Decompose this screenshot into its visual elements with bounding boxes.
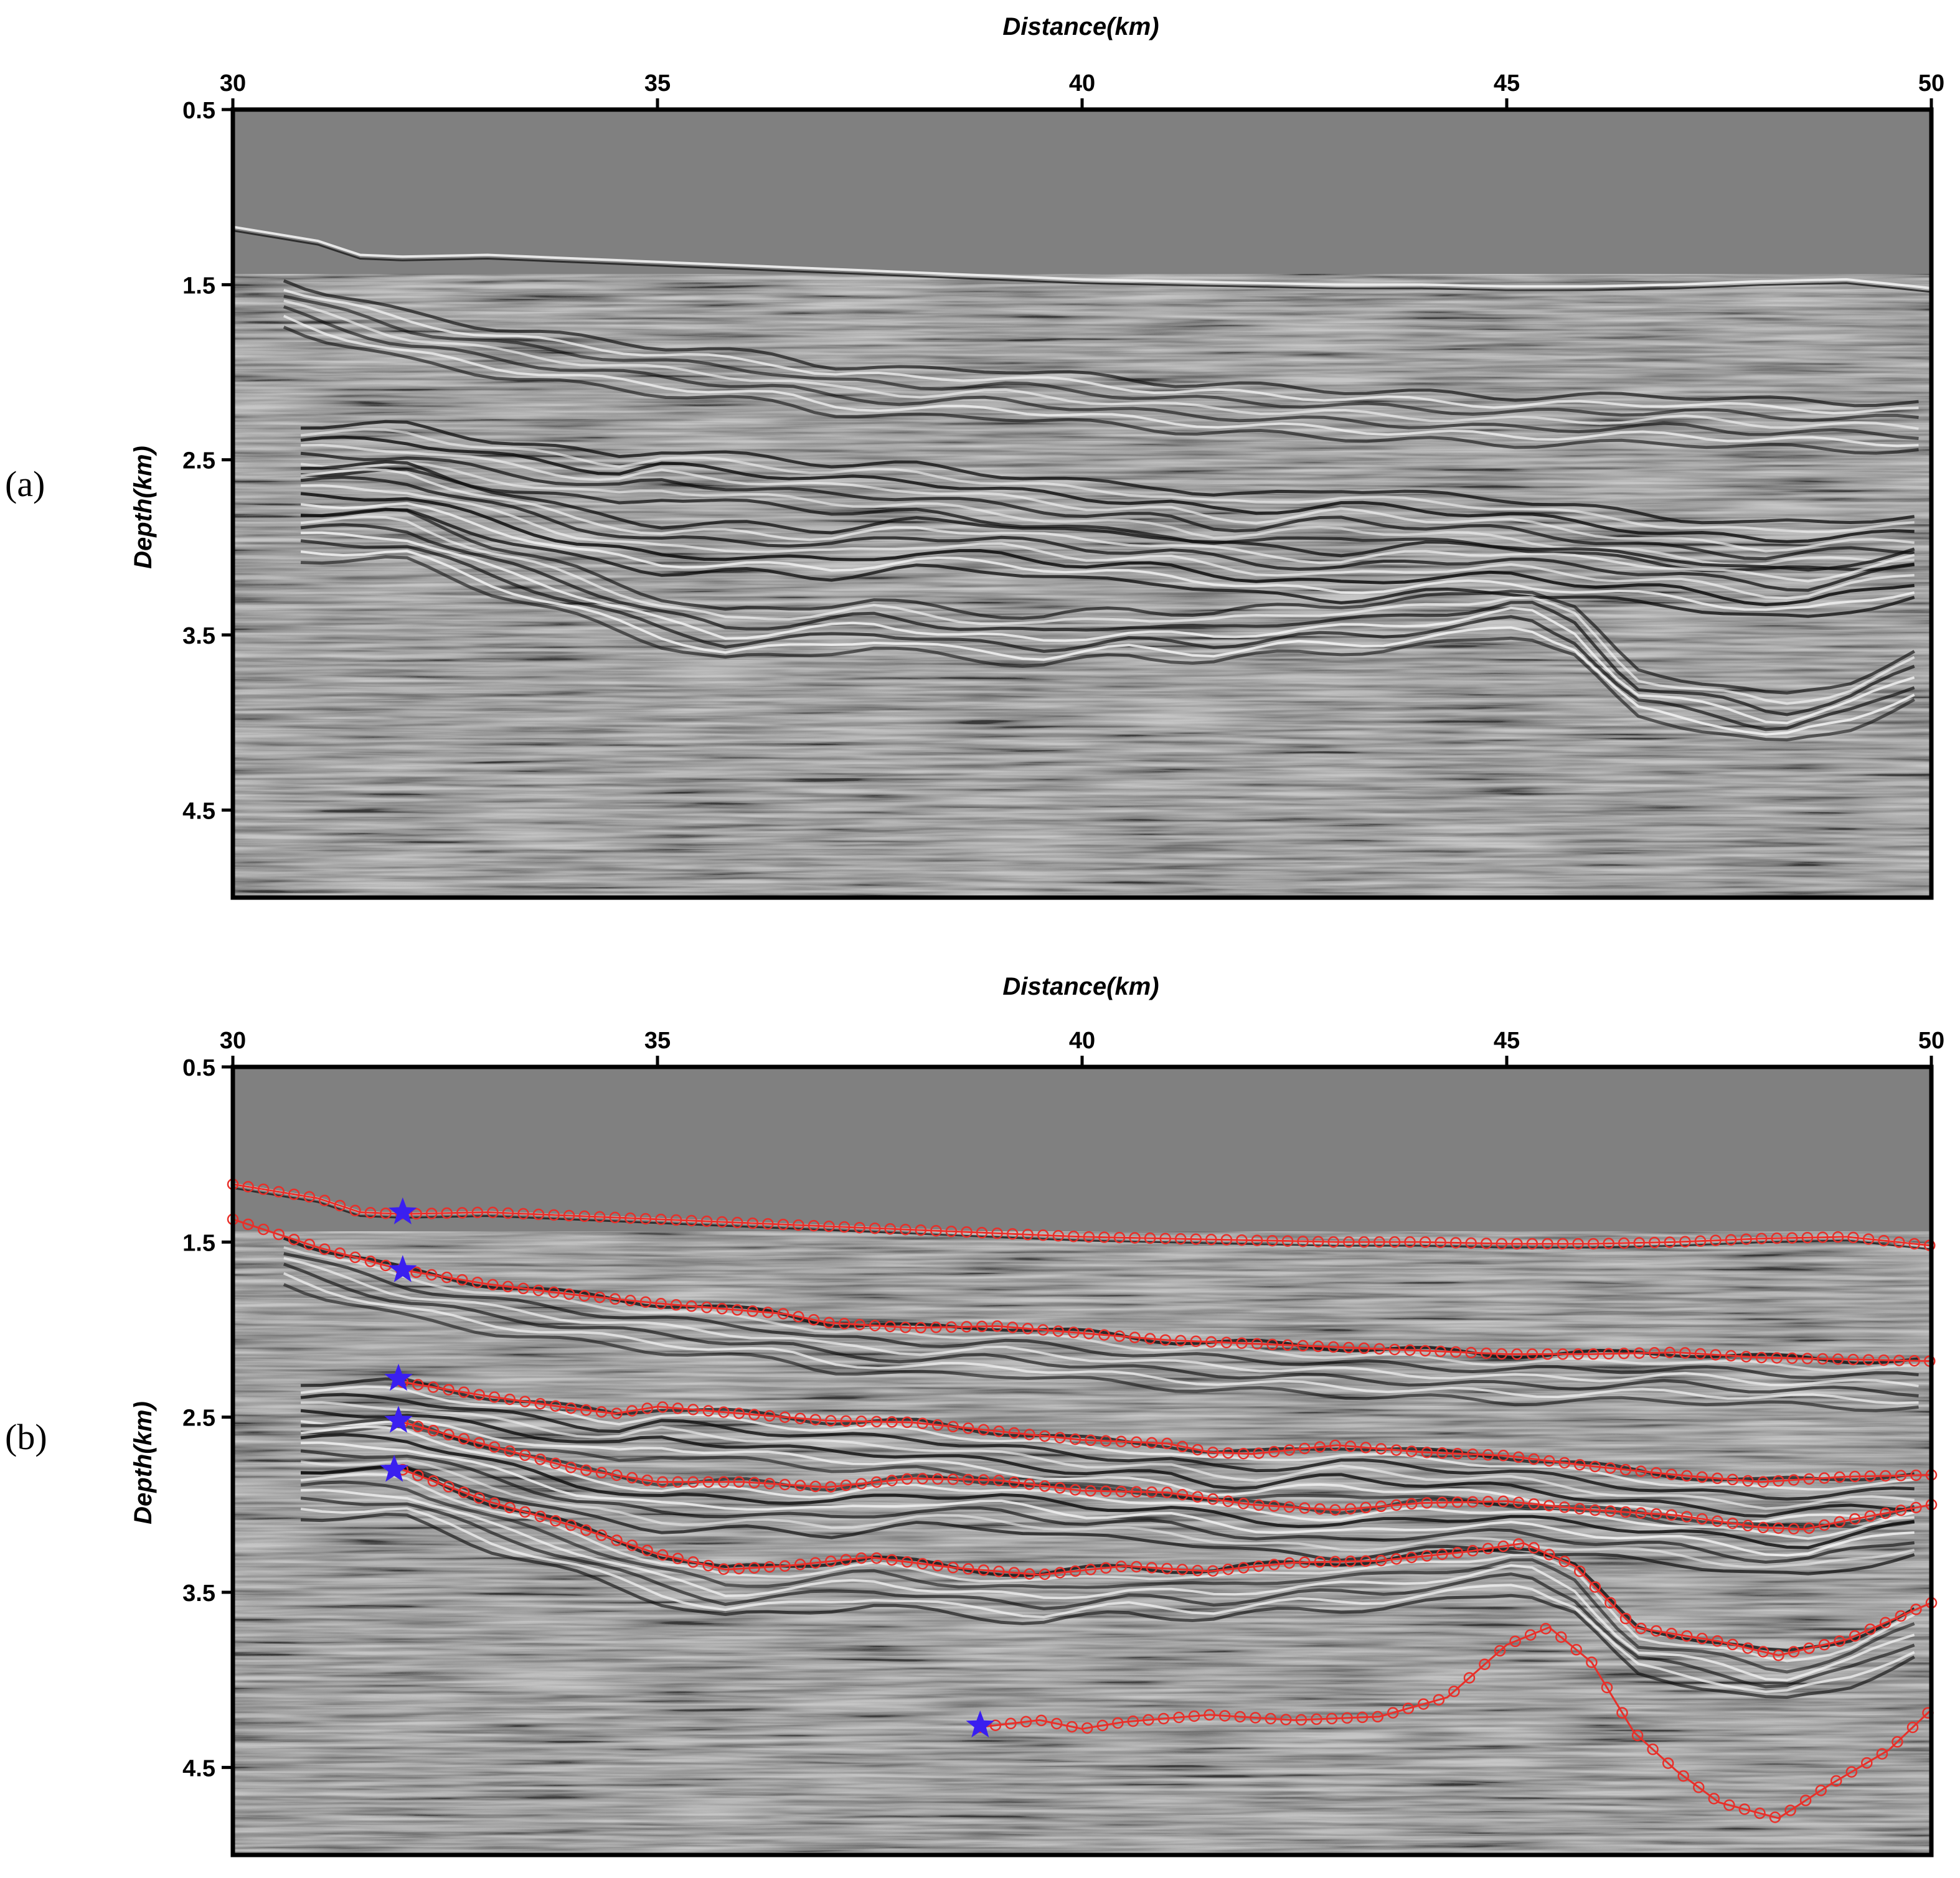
panel-b-y-axis-title: Depth(km) bbox=[130, 1401, 157, 1524]
x-tick-label: 30 bbox=[220, 1028, 246, 1054]
panel-b-y-ticks: 0.5 1.5 2.5 3.5 4.5 bbox=[182, 1055, 233, 1782]
y-tick-label: 1.5 bbox=[182, 1230, 215, 1256]
panel-a-y-ticks: 0.5 1.5 2.5 3.5 4.5 bbox=[182, 98, 233, 824]
x-tick-label: 40 bbox=[1069, 70, 1095, 96]
x-tick-label: 45 bbox=[1494, 70, 1520, 96]
y-tick-label: 4.5 bbox=[182, 798, 215, 824]
x-tick-label: 50 bbox=[1918, 70, 1944, 96]
y-tick-label: 2.5 bbox=[182, 448, 215, 474]
x-tick-label: 30 bbox=[220, 70, 246, 96]
panel-a-seismic-image bbox=[233, 110, 1931, 898]
panel-a-y-axis-title: Depth(km) bbox=[130, 446, 157, 569]
x-tick-label: 45 bbox=[1494, 1028, 1520, 1054]
y-tick-label: 3.5 bbox=[182, 623, 215, 649]
panel-b-label: (b) bbox=[5, 1417, 47, 1457]
panel-b-x-ticks: 30 35 40 45 50 bbox=[220, 1028, 1944, 1067]
panel-b: (b) Distance(km) Depth(km) 30 35 40 45 50 0.… bbox=[5, 973, 1944, 1855]
y-tick-label: 3.5 bbox=[182, 1580, 215, 1607]
panel-a-x-ticks: 30 35 40 45 50 bbox=[220, 70, 1944, 110]
panel-a-label: (a) bbox=[5, 464, 45, 504]
x-tick-label: 50 bbox=[1918, 1028, 1944, 1054]
y-tick-label: 1.5 bbox=[182, 273, 215, 299]
x-tick-label: 35 bbox=[644, 70, 671, 96]
y-tick-label: 2.5 bbox=[182, 1406, 215, 1432]
x-tick-label: 40 bbox=[1069, 1028, 1095, 1054]
panel-a: (a) Distance(km) Depth(km) 30 35 40 45 50 0.… bbox=[5, 13, 1944, 898]
panel-b-x-axis-title: Distance(km) bbox=[1002, 973, 1159, 1000]
x-tick-label: 35 bbox=[644, 1028, 671, 1054]
y-tick-label: 0.5 bbox=[182, 1055, 215, 1081]
y-tick-label: 4.5 bbox=[182, 1755, 215, 1782]
panel-a-x-axis-title: Distance(km) bbox=[1002, 13, 1159, 40]
panel-b-seismic-image bbox=[233, 1067, 1931, 1855]
y-tick-label: 0.5 bbox=[182, 98, 215, 124]
